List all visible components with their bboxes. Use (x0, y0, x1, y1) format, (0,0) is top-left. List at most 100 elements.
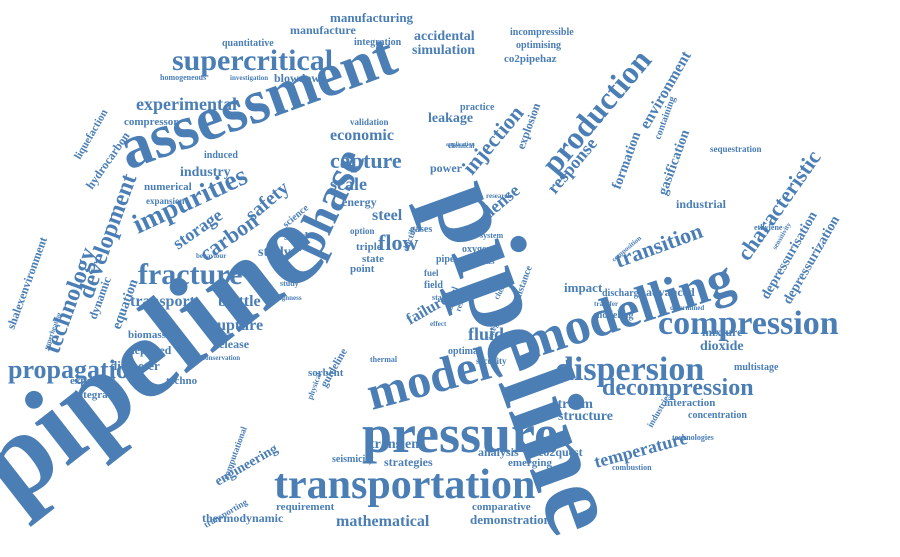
word-5: transportation (274, 462, 535, 508)
word-147: behaviour (196, 252, 226, 260)
word-20: capture (330, 148, 402, 173)
word-80: multistage (734, 362, 779, 373)
word-71: depleted (128, 343, 172, 357)
word-29: scale (330, 174, 367, 194)
word-67: shalexenvironment (4, 235, 50, 331)
word-113: impact (564, 280, 603, 295)
word-36: fluid (468, 324, 504, 344)
word-33: rupture (210, 317, 263, 334)
word-110: fuel (424, 268, 439, 278)
word-75: techno (166, 375, 198, 387)
word-90: emerging (508, 457, 552, 469)
word-38: leakage (428, 111, 473, 126)
word-25: flow (378, 230, 418, 255)
word-92: optimal (448, 346, 481, 357)
word-70: biomass (128, 329, 167, 341)
word-56: integration (354, 37, 402, 48)
word-43: engineering (213, 441, 281, 489)
word-141: stage (432, 293, 450, 302)
word-130: oxygen (462, 244, 492, 255)
word-73: expanded (70, 375, 115, 387)
word-87: combustion (612, 463, 652, 472)
word-60: incompressible (510, 27, 574, 38)
word-111: field (424, 280, 443, 291)
word-10: supercritical (172, 44, 333, 77)
word-86: technologies (672, 433, 714, 442)
word-42: strategies (384, 455, 433, 469)
word-58: blowdown (274, 71, 327, 85)
word-32: brittle (218, 293, 261, 310)
word-47: comparative (472, 501, 531, 513)
word-91: sorbent (308, 367, 344, 379)
word-106: gases (410, 224, 432, 235)
word-30: economic (330, 127, 394, 144)
word-101: energy (342, 195, 377, 209)
word-102: power (430, 161, 463, 175)
word-128: various (466, 256, 495, 266)
word-140: application (446, 142, 475, 148)
word-46: demonstration (470, 512, 552, 527)
word-53: accidental (414, 29, 475, 44)
word-63: industry (180, 165, 231, 180)
word-37: steel (372, 207, 403, 224)
word-125: ethylene (754, 223, 783, 232)
word-127: determined (670, 304, 704, 312)
word-59: optimising (516, 40, 561, 51)
word-48: requirement (276, 501, 335, 513)
word-117: induced (204, 150, 238, 161)
word-132: modeling (594, 310, 633, 321)
word-99: practice (460, 102, 495, 113)
word-116: expansion (146, 196, 185, 206)
word-119: investigation (230, 74, 268, 82)
word-100: industrial (676, 197, 727, 211)
word-129: system (480, 231, 503, 240)
word-61: co2pipehaz (504, 53, 557, 65)
word-44: mathematical (336, 513, 430, 530)
word-82: structure (558, 409, 613, 424)
word-108: triple (356, 241, 382, 253)
word-51: co2quest (538, 445, 583, 459)
word-115: numerical (144, 181, 192, 193)
word-50: analysis (478, 445, 519, 459)
word-81: stream (552, 397, 593, 412)
word-105: option (350, 226, 375, 236)
word-96: sequestration (710, 144, 762, 154)
word-17: propagation (8, 355, 144, 384)
word-112: pipe (436, 254, 455, 265)
word-62: validation (350, 117, 389, 127)
word-137: thermal (370, 355, 398, 364)
word-76: release (214, 337, 250, 351)
word-45: thermodynamic (202, 511, 284, 525)
word-57: quantitative (222, 38, 274, 49)
word-146: toughness (272, 294, 302, 302)
word-142: effect (430, 320, 447, 328)
word-4: pressure (362, 404, 558, 464)
word-121: study (280, 279, 299, 288)
word-139: security (476, 356, 507, 366)
word-109: point (350, 263, 375, 275)
word-74: integrated (74, 389, 122, 401)
word-118: homogeneous (160, 73, 206, 82)
word-55: manufacture (290, 23, 356, 37)
word-144: research (486, 192, 512, 200)
word-26: experimental (136, 94, 237, 114)
word-78: dioxide (700, 339, 744, 354)
word-9: compression (658, 305, 839, 342)
word-31: transport (130, 293, 196, 310)
word-83: interaction (664, 397, 715, 409)
word-145: transfer (594, 300, 618, 308)
word-52: simulation (412, 43, 475, 58)
word-77: conservation (202, 354, 240, 362)
word-8: dispersion (555, 351, 704, 388)
word-12: fracture (138, 258, 242, 291)
word-64: compressor (124, 116, 178, 128)
word-49: transient (370, 437, 424, 452)
word-104: study (258, 245, 291, 260)
word-93: advanced (646, 285, 695, 299)
word-84: concentration (688, 410, 747, 421)
word-79: mixture (702, 325, 743, 339)
word-103: solid (284, 229, 308, 243)
word-131: discharge (602, 288, 644, 299)
